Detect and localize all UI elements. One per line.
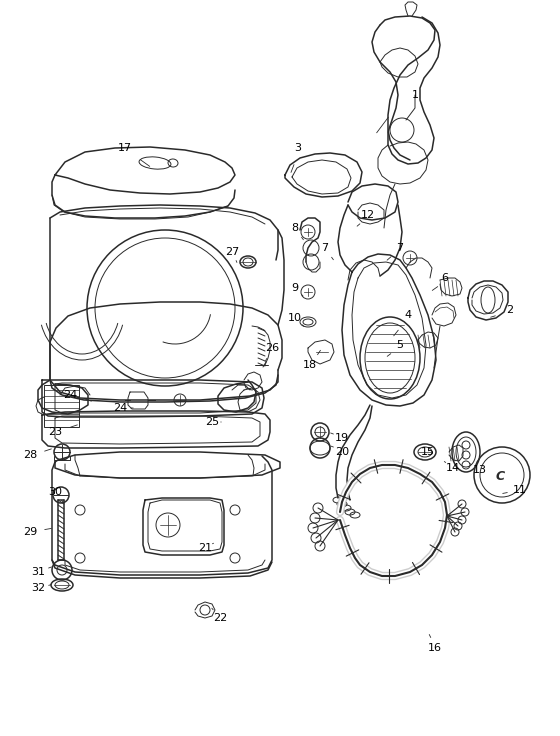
Text: 26: 26 bbox=[265, 343, 279, 353]
Text: 30: 30 bbox=[48, 487, 62, 497]
Text: 8: 8 bbox=[291, 223, 298, 233]
Text: 2: 2 bbox=[506, 305, 514, 315]
Text: 16: 16 bbox=[428, 643, 442, 653]
Text: 19: 19 bbox=[335, 433, 349, 443]
Text: 18: 18 bbox=[303, 360, 317, 370]
Text: 28: 28 bbox=[23, 450, 37, 460]
Text: 29: 29 bbox=[23, 527, 37, 537]
Text: 20: 20 bbox=[335, 447, 349, 457]
Text: 17: 17 bbox=[118, 143, 132, 153]
Text: 31: 31 bbox=[31, 567, 45, 577]
Text: 23: 23 bbox=[48, 427, 62, 437]
Bar bbox=[44, 385, 79, 427]
Text: 3: 3 bbox=[295, 143, 301, 153]
Text: 24: 24 bbox=[63, 390, 77, 400]
Text: 22: 22 bbox=[213, 613, 227, 623]
Text: 7: 7 bbox=[321, 243, 329, 253]
Text: 15: 15 bbox=[421, 447, 435, 457]
Text: 24: 24 bbox=[113, 403, 127, 413]
Text: 25: 25 bbox=[205, 417, 219, 427]
Text: 4: 4 bbox=[404, 310, 412, 320]
Text: 14: 14 bbox=[446, 463, 460, 473]
Text: 27: 27 bbox=[225, 247, 239, 257]
Text: 10: 10 bbox=[288, 313, 302, 323]
Text: 11: 11 bbox=[513, 485, 527, 495]
Text: 12: 12 bbox=[361, 210, 375, 220]
Text: 5: 5 bbox=[396, 340, 404, 350]
Text: 32: 32 bbox=[31, 583, 45, 593]
Text: 1: 1 bbox=[412, 90, 418, 100]
Text: C: C bbox=[496, 470, 505, 483]
Text: 21: 21 bbox=[198, 543, 212, 553]
Text: 6: 6 bbox=[441, 273, 449, 283]
Text: 13: 13 bbox=[473, 465, 487, 475]
Text: 9: 9 bbox=[291, 283, 298, 293]
Text: 7: 7 bbox=[396, 243, 404, 253]
